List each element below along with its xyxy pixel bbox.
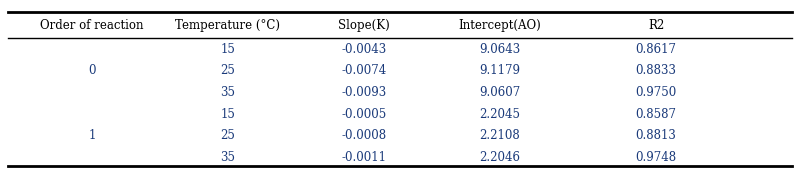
Text: 15: 15 xyxy=(221,43,235,56)
Text: Intercept(AO): Intercept(AO) xyxy=(458,19,542,32)
Text: 0.8833: 0.8833 xyxy=(635,64,677,78)
Text: 0.8587: 0.8587 xyxy=(635,108,677,121)
Text: 0.9750: 0.9750 xyxy=(635,86,677,99)
Text: -0.0043: -0.0043 xyxy=(342,43,386,56)
Text: 0.9748: 0.9748 xyxy=(635,151,677,164)
Text: 2.2046: 2.2046 xyxy=(479,151,521,164)
Text: 25: 25 xyxy=(221,64,235,78)
Text: -0.0011: -0.0011 xyxy=(342,151,386,164)
Text: Temperature (°C): Temperature (°C) xyxy=(175,19,281,32)
Text: 9.0607: 9.0607 xyxy=(479,86,521,99)
Text: Slope(K): Slope(K) xyxy=(338,19,390,32)
Text: -0.0008: -0.0008 xyxy=(342,129,386,142)
Text: 35: 35 xyxy=(221,151,235,164)
Text: 9.1179: 9.1179 xyxy=(479,64,521,78)
Text: 9.0643: 9.0643 xyxy=(479,43,521,56)
Text: -0.0093: -0.0093 xyxy=(342,86,386,99)
Text: 2.2045: 2.2045 xyxy=(479,108,521,121)
Text: 15: 15 xyxy=(221,108,235,121)
Text: R2: R2 xyxy=(648,19,664,32)
Text: 35: 35 xyxy=(221,86,235,99)
Text: -0.0074: -0.0074 xyxy=(342,64,386,78)
Text: 1: 1 xyxy=(88,129,96,142)
Text: Order of reaction: Order of reaction xyxy=(40,19,144,32)
Text: -0.0005: -0.0005 xyxy=(342,108,386,121)
Text: 0: 0 xyxy=(88,64,96,78)
Text: 0.8813: 0.8813 xyxy=(635,129,677,142)
Text: 25: 25 xyxy=(221,129,235,142)
Text: 0.8617: 0.8617 xyxy=(635,43,677,56)
Text: 2.2108: 2.2108 xyxy=(480,129,520,142)
